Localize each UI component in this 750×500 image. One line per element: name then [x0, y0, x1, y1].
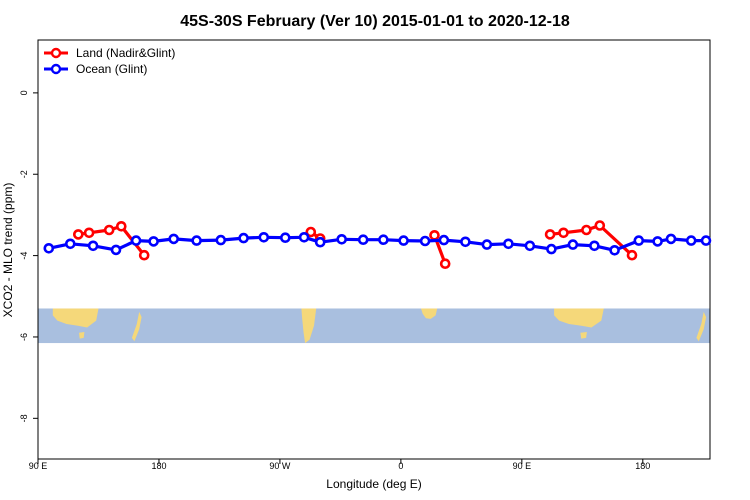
x-tick-label: 90 W	[269, 461, 291, 471]
data-point-ocean	[238, 232, 249, 244]
data-point-ocean	[258, 232, 270, 243]
x-tick-label: 90 E	[513, 461, 532, 471]
data-point-ocean	[191, 235, 202, 246]
x-axis-label: Longitude (deg E)	[326, 477, 421, 491]
map-land-tasmania-2	[580, 332, 587, 339]
map-land-australia	[52, 308, 99, 328]
data-point-ocean	[378, 234, 389, 245]
data-point-ocean	[438, 234, 450, 246]
data-point-ocean	[589, 240, 600, 252]
series-layer	[43, 220, 712, 270]
data-point-ocean	[279, 232, 291, 243]
legend-label-ocean: Ocean (Glint)	[76, 62, 147, 76]
data-point-ocean	[398, 235, 409, 246]
data-point-land	[103, 224, 115, 236]
data-point-ocean	[700, 235, 712, 246]
data-point-land	[581, 224, 592, 236]
data-point-land	[116, 221, 127, 232]
data-point-ocean	[633, 235, 645, 246]
background-map	[38, 308, 710, 344]
data-point-ocean	[87, 240, 99, 252]
x-tick-label: 0	[398, 461, 403, 471]
data-point-ocean	[481, 239, 493, 250]
y-axis-label: XCO2 - MLO trend (ppm)	[1, 183, 15, 318]
data-point-ocean	[652, 236, 663, 247]
plot-frame	[37, 39, 711, 460]
data-point-ocean	[419, 235, 431, 247]
data-point-ocean	[168, 233, 179, 245]
data-point-ocean	[148, 236, 159, 247]
data-point-ocean	[65, 238, 76, 250]
data-point-land	[626, 249, 638, 261]
data-point-land	[83, 227, 95, 239]
x-axis: 90 E 180 90 W 0 90 E 180	[29, 459, 650, 471]
data-point-land	[138, 249, 150, 261]
chart-title: 45S-30S February (Ver 10) 2015-01-01 to …	[180, 13, 570, 30]
data-point-ocean	[665, 233, 677, 245]
map-land-africa	[421, 308, 438, 319]
data-point-land	[558, 227, 569, 239]
data-point-ocean	[609, 245, 620, 256]
data-point-ocean	[357, 234, 369, 245]
y-tick-label: -2	[19, 170, 29, 178]
data-point-ocean	[130, 235, 142, 246]
y-tick-label: -8	[19, 414, 29, 422]
data-point-land	[429, 230, 440, 241]
data-point-land	[544, 229, 556, 240]
data-point-ocean	[685, 235, 697, 246]
y-axis: 0 -2 -4 -6 -8	[19, 90, 38, 422]
map-land-south-america	[301, 308, 317, 344]
data-point-ocean	[524, 240, 536, 252]
map-land-australia-2	[554, 308, 604, 328]
legend: Land (Nadir&Glint) Ocean (Glint)	[44, 46, 175, 76]
data-point-land	[73, 229, 84, 240]
legend-marker-land	[50, 47, 62, 59]
data-point-ocean	[336, 234, 348, 245]
data-point-ocean	[460, 236, 471, 248]
y-tick-label: -6	[19, 333, 29, 341]
data-point-ocean	[314, 236, 326, 248]
data-point-ocean	[43, 243, 55, 254]
data-point-land	[594, 220, 606, 231]
y-tick-label: -4	[19, 252, 29, 260]
map-land-new-zealand-2	[696, 311, 707, 342]
map-land-new-zealand	[131, 311, 142, 342]
data-point-ocean	[110, 244, 122, 256]
series-line-ocean	[48, 235, 706, 252]
map-land-tasmania	[79, 332, 85, 339]
y-tick-label: 0	[19, 90, 29, 95]
data-point-ocean	[546, 243, 557, 255]
data-point-ocean	[503, 238, 514, 250]
data-point-ocean	[298, 232, 310, 243]
x-tick-label: 90 E	[29, 461, 48, 471]
legend-marker-ocean	[50, 63, 62, 75]
x-tick-label: 180	[151, 461, 166, 471]
data-point-land	[305, 226, 317, 238]
x-tick-label: 180	[635, 461, 650, 471]
data-point-ocean	[567, 239, 579, 250]
legend-label-land: Land (Nadir&Glint)	[76, 46, 175, 60]
data-point-land	[439, 258, 451, 270]
data-point-ocean	[215, 234, 227, 246]
